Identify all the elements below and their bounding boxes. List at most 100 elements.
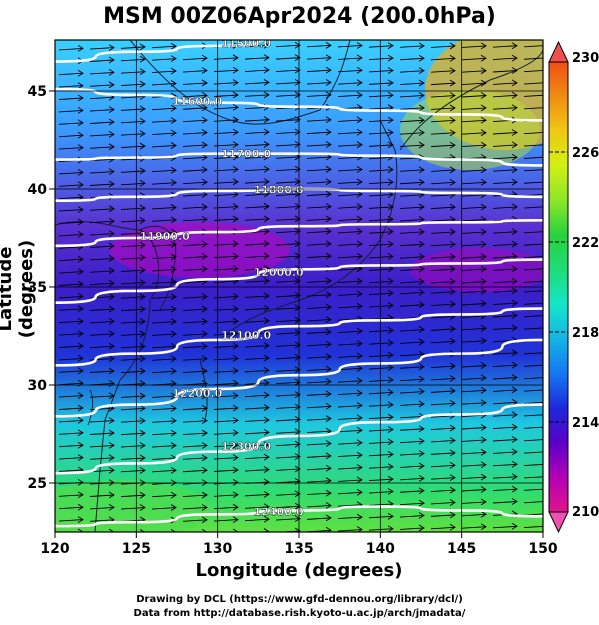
wind-arrow	[182, 178, 208, 186]
wind-arrow	[399, 54, 425, 62]
wind-arrow	[399, 216, 425, 223]
wind-arrow	[337, 178, 363, 186]
colorbar-tick-label: 226	[572, 146, 599, 161]
wind-arrow	[306, 390, 332, 398]
wind-arrow	[523, 67, 543, 74]
wind-arrow	[151, 417, 177, 425]
wind-arrow	[151, 330, 177, 338]
wind-arrow	[120, 204, 146, 212]
x-tick-label: 130	[203, 541, 232, 557]
wind-arrow	[120, 254, 146, 262]
wind-arrow	[182, 104, 208, 112]
wind-arrow	[120, 80, 146, 88]
wind-arrow	[523, 423, 543, 430]
wind-arrow	[461, 253, 487, 261]
wind-arrow	[120, 217, 146, 224]
wind-arrow	[523, 399, 543, 406]
y-tick-label: 45	[28, 84, 47, 100]
wind-arrow	[492, 460, 518, 468]
wind-arrow	[461, 79, 487, 87]
wind-arrow	[151, 429, 177, 437]
wind-arrow	[399, 288, 425, 296]
x-tick-label: 120	[40, 541, 69, 557]
wind-arrow	[151, 442, 177, 449]
hokkaido-coast	[399, 49, 543, 151]
wind-arrow	[337, 439, 363, 447]
wind-arrow	[399, 92, 425, 99]
colorbar-tick-label: 214	[572, 416, 599, 431]
wind-arrow	[182, 265, 208, 273]
wind-arrow	[182, 54, 208, 62]
wind-arrow	[306, 203, 332, 210]
wind-arrow	[492, 104, 518, 112]
wind-arrow	[337, 464, 363, 471]
wind-arrow	[120, 241, 146, 249]
credit-data: Data from http://database.rish.kyoto-u.a…	[133, 608, 466, 619]
wind-arrow	[337, 116, 363, 124]
wind-arrow	[337, 302, 363, 310]
wind-arrow	[275, 304, 301, 312]
wind-arrow	[368, 178, 394, 186]
wind-arrow	[89, 442, 115, 449]
wind-arrow	[89, 504, 115, 511]
wind-arrow	[523, 349, 543, 356]
wind-arrow	[244, 404, 270, 411]
wind-arrow	[461, 436, 487, 444]
wind-arrow	[89, 56, 115, 64]
wind-arrow	[430, 437, 456, 444]
wind-arrow	[368, 129, 394, 136]
wind-arrow	[523, 42, 543, 49]
wind-arrow	[492, 522, 518, 530]
wind-arrow	[151, 504, 177, 511]
korea-coast	[139, 225, 177, 311]
wind-arrow	[58, 355, 84, 362]
wind-arrow	[492, 129, 518, 136]
wind-arrow	[492, 374, 518, 381]
wind-arrow	[523, 448, 543, 455]
wind-arrow	[182, 404, 208, 412]
wind-arrow	[492, 349, 518, 357]
wind-arrow	[275, 316, 301, 324]
wind-arrow	[399, 166, 425, 174]
wind-arrow	[430, 325, 456, 333]
wind-arrow	[523, 411, 543, 418]
contour-label: 12300.0	[221, 440, 271, 453]
wind-arrow	[244, 428, 270, 436]
wind-arrow	[337, 352, 363, 360]
wind-arrow	[275, 240, 301, 248]
wind-arrow	[182, 191, 208, 198]
wind-arrow	[89, 81, 115, 89]
wind-arrow	[399, 67, 425, 75]
wind-arrow	[430, 253, 456, 261]
wind-arrow	[399, 129, 425, 137]
wind-arrow	[120, 442, 146, 449]
wind-arrow	[399, 512, 425, 519]
wind-arrow	[120, 404, 146, 412]
y-tick-label: 40	[28, 182, 48, 198]
wind-arrow	[306, 165, 332, 173]
wind-arrow	[275, 329, 301, 336]
wind-arrow	[523, 485, 543, 492]
wind-arrow	[337, 340, 363, 347]
wind-arrow	[244, 240, 270, 248]
wind-arrow	[430, 511, 456, 519]
wind-arrow	[306, 128, 332, 136]
wind-arrow	[139, 528, 146, 532]
wind-arrow	[89, 429, 115, 437]
wind-arrow	[523, 461, 543, 468]
y-axis-title: Latitude (degrees)	[0, 239, 37, 339]
wind-arrow	[368, 240, 394, 248]
wind-arrow	[151, 179, 177, 187]
wind-arrow	[461, 448, 487, 456]
wind-arrow	[306, 240, 332, 248]
wind-arrow	[461, 278, 487, 285]
wind-arrow	[306, 227, 332, 235]
wind-arrow	[120, 142, 146, 150]
wind-arrow	[461, 92, 487, 99]
wind-arrow	[368, 265, 394, 273]
wind-arrow	[399, 487, 425, 495]
wind-arrow	[368, 376, 394, 384]
wind-arrow	[399, 228, 425, 236]
wind-arrow	[523, 91, 543, 98]
